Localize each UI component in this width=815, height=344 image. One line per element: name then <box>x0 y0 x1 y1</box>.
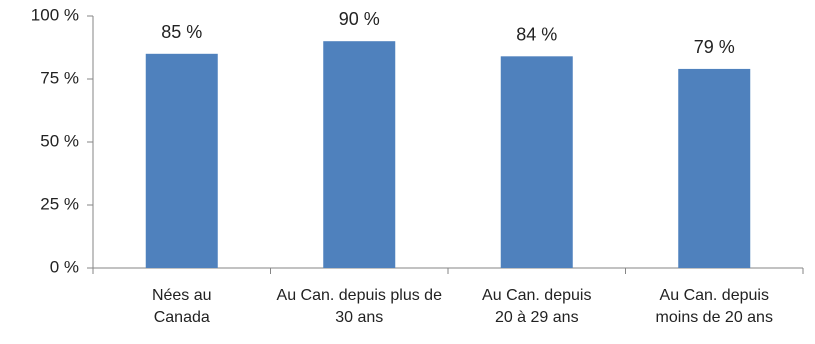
category-label: Au Can. depuis 20 à 29 ans <box>482 287 591 326</box>
category-labels: Nées au Canada Au Can. depuis plus de 30 an… <box>152 287 773 326</box>
bar <box>500 56 573 268</box>
bars <box>145 41 751 269</box>
category-label-line: Canada <box>154 309 210 326</box>
bar <box>678 68 751 268</box>
category-label-line: Nées au <box>152 287 212 304</box>
category-label: Au Can. depuis moins de 20 ans <box>656 287 773 326</box>
category-label: Au Can. depuis plus de 30 ans <box>277 287 443 326</box>
category-label-line: Au Can. depuis plus de <box>277 287 443 304</box>
y-tick-label: 25 % <box>40 194 79 213</box>
y-tick-label: 0 % <box>50 257 79 276</box>
category-label-line: Au Can. depuis <box>660 287 769 304</box>
bar <box>145 53 218 268</box>
category-label-line: Au Can. depuis <box>482 287 591 304</box>
y-tick-label: 100 % <box>31 5 79 24</box>
category-label-line: moins de 20 ans <box>656 309 773 326</box>
data-label: 84 % <box>516 24 557 44</box>
bar <box>323 41 396 269</box>
category-label: Nées au Canada <box>152 287 212 326</box>
y-axis: 0 % 25 % 50 % 75 % 100 % <box>31 5 94 276</box>
data-labels: 85 % 90 % 84 % 79 % <box>161 9 735 57</box>
x-axis <box>92 267 804 274</box>
category-label-line: 20 à 29 ans <box>495 309 579 326</box>
category-label-line: 30 ans <box>335 309 383 326</box>
data-label: 90 % <box>339 9 380 29</box>
y-tick-label: 50 % <box>40 131 79 150</box>
y-tick-label: 75 % <box>40 68 79 87</box>
data-label: 85 % <box>161 22 202 42</box>
data-label: 79 % <box>694 37 735 57</box>
